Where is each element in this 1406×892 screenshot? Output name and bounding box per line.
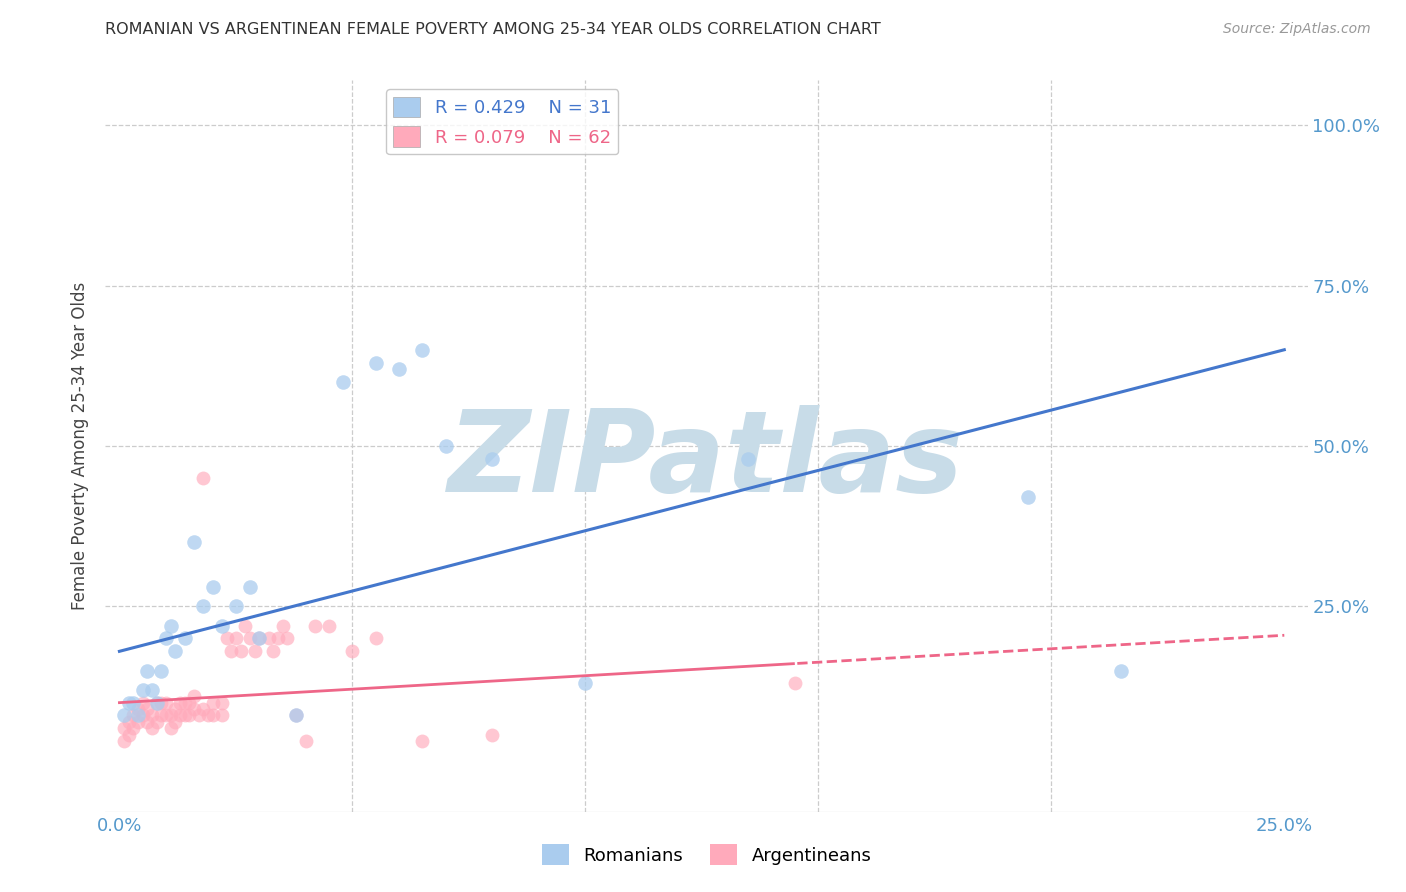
Point bbox=[1109, 664, 1132, 678]
Point bbox=[127, 714, 149, 729]
Point bbox=[127, 708, 149, 723]
Point bbox=[243, 644, 266, 658]
Point bbox=[201, 580, 224, 594]
Text: ZIPatlas: ZIPatlas bbox=[449, 405, 965, 516]
Point bbox=[132, 708, 155, 723]
Point bbox=[112, 734, 135, 748]
Point bbox=[364, 632, 387, 646]
Point bbox=[332, 375, 354, 389]
Point bbox=[239, 632, 262, 646]
Point bbox=[201, 696, 224, 710]
Point bbox=[318, 618, 340, 632]
Point bbox=[136, 664, 159, 678]
Point bbox=[169, 708, 191, 723]
Point bbox=[112, 708, 135, 723]
Point bbox=[783, 676, 806, 690]
Point bbox=[1017, 491, 1039, 505]
Point bbox=[122, 708, 145, 723]
Point bbox=[173, 708, 195, 723]
Point bbox=[150, 696, 173, 710]
Point bbox=[165, 702, 187, 716]
Point bbox=[257, 632, 280, 646]
Point bbox=[271, 618, 294, 632]
Point bbox=[155, 632, 177, 646]
Point bbox=[233, 618, 256, 632]
Point bbox=[141, 721, 163, 735]
Point bbox=[193, 702, 215, 716]
Point bbox=[193, 599, 215, 614]
Point bbox=[262, 644, 284, 658]
Point bbox=[136, 702, 159, 716]
Point bbox=[481, 451, 503, 466]
Point bbox=[342, 644, 364, 658]
Point bbox=[285, 708, 308, 723]
Point bbox=[388, 362, 411, 376]
Point bbox=[150, 708, 173, 723]
Point bbox=[201, 708, 224, 723]
Point bbox=[155, 696, 177, 710]
Point bbox=[411, 734, 433, 748]
Point bbox=[173, 632, 195, 646]
Point bbox=[159, 708, 181, 723]
Point bbox=[219, 644, 242, 658]
Point bbox=[136, 714, 159, 729]
Point bbox=[179, 708, 201, 723]
Point bbox=[183, 702, 205, 716]
Point bbox=[304, 618, 326, 632]
Point bbox=[118, 728, 141, 742]
Point bbox=[229, 644, 252, 658]
Point bbox=[141, 708, 163, 723]
Point bbox=[145, 714, 167, 729]
Point bbox=[118, 696, 141, 710]
Text: Source: ZipAtlas.com: Source: ZipAtlas.com bbox=[1223, 22, 1371, 37]
Point bbox=[225, 599, 247, 614]
Point bbox=[247, 632, 270, 646]
Point bbox=[197, 708, 219, 723]
Point bbox=[434, 439, 457, 453]
Point bbox=[118, 714, 141, 729]
Point bbox=[122, 696, 145, 710]
Point bbox=[193, 471, 215, 485]
Point bbox=[574, 676, 596, 690]
Point bbox=[364, 355, 387, 369]
Point bbox=[132, 682, 155, 697]
Point bbox=[159, 618, 181, 632]
Point bbox=[211, 696, 233, 710]
Point bbox=[112, 721, 135, 735]
Point bbox=[179, 696, 201, 710]
Point bbox=[411, 343, 433, 357]
Point bbox=[159, 721, 181, 735]
Point bbox=[481, 728, 503, 742]
Point bbox=[239, 580, 262, 594]
Point bbox=[215, 632, 238, 646]
Point bbox=[155, 708, 177, 723]
Point bbox=[122, 721, 145, 735]
Point bbox=[187, 708, 209, 723]
Point bbox=[141, 682, 163, 697]
Point bbox=[169, 696, 191, 710]
Point bbox=[211, 708, 233, 723]
Point bbox=[183, 690, 205, 704]
Point bbox=[737, 451, 759, 466]
Point bbox=[132, 696, 155, 710]
Point bbox=[165, 714, 187, 729]
Point bbox=[247, 632, 270, 646]
Point bbox=[267, 632, 290, 646]
Point bbox=[150, 664, 173, 678]
Point bbox=[285, 708, 308, 723]
Point bbox=[211, 618, 233, 632]
Point bbox=[276, 632, 298, 646]
Point bbox=[183, 535, 205, 549]
Legend: Romanians, Argentineans: Romanians, Argentineans bbox=[534, 837, 879, 872]
Point bbox=[165, 644, 187, 658]
Point bbox=[127, 702, 149, 716]
Y-axis label: Female Poverty Among 25-34 Year Olds: Female Poverty Among 25-34 Year Olds bbox=[72, 282, 90, 610]
Point bbox=[145, 696, 167, 710]
Point bbox=[145, 696, 167, 710]
Point bbox=[173, 696, 195, 710]
Point bbox=[295, 734, 318, 748]
Text: ROMANIAN VS ARGENTINEAN FEMALE POVERTY AMONG 25-34 YEAR OLDS CORRELATION CHART: ROMANIAN VS ARGENTINEAN FEMALE POVERTY A… bbox=[105, 22, 882, 37]
Point bbox=[225, 632, 247, 646]
